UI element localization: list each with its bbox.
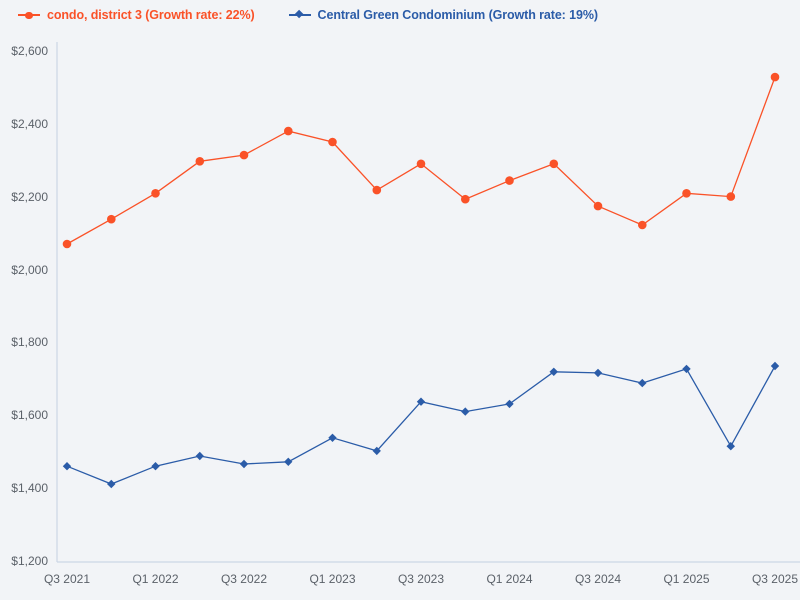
- data-point[interactable]: [726, 192, 736, 201]
- x-axis-tick-label: Q3 2025: [751, 572, 799, 586]
- data-point[interactable]: [328, 433, 337, 442]
- data-point[interactable]: [549, 367, 559, 376]
- x-axis-tick-label: Q1 2025: [663, 572, 710, 586]
- data-point[interactable]: [461, 407, 470, 416]
- x-axis-tick-label: Q1 2022: [132, 572, 179, 586]
- data-point[interactable]: [195, 451, 204, 461]
- data-point[interactable]: [151, 462, 160, 471]
- y-axis-tick-label: $2,200: [11, 189, 48, 204]
- legend-marker-diamond-icon: [288, 9, 311, 21]
- legend-item-1[interactable]: Central Green Condominium (Growth rate: …: [288, 8, 598, 22]
- data-point[interactable]: [284, 126, 293, 136]
- y-axis-tick-label: $1,600: [11, 408, 48, 423]
- data-point[interactable]: [195, 157, 205, 166]
- y-axis-tick-label: $1,400: [11, 481, 48, 496]
- data-point[interactable]: [770, 361, 780, 371]
- y-axis-tick-label: $1,800: [11, 335, 48, 350]
- legend-item-label: condo, district 3 (Growth rate: 22%): [47, 8, 255, 22]
- y-axis-tick-label: $2,400: [11, 116, 48, 131]
- data-point[interactable]: [770, 72, 780, 82]
- series-line: [66, 365, 776, 485]
- x-axis-tick-label: Q3 2023: [397, 572, 445, 586]
- y-axis-tick-label: $1,200: [11, 554, 48, 568]
- data-point[interactable]: [726, 442, 736, 451]
- data-point[interactable]: [593, 368, 603, 378]
- y-axis-tick-label: $2,000: [11, 262, 48, 277]
- chart-canvas: [56, 42, 800, 563]
- data-point[interactable]: [461, 194, 470, 204]
- data-point[interactable]: [107, 214, 116, 224]
- plot-area: $2,600 $2,400 $2,200 $2,000 $1,800 $1,600 $1,4…: [0, 30, 800, 600]
- data-point[interactable]: [62, 239, 72, 249]
- data-point[interactable]: [593, 201, 603, 211]
- y-axis-tick-label: $2,600: [11, 44, 48, 58]
- data-point[interactable]: [328, 137, 337, 147]
- data-point[interactable]: [372, 185, 382, 195]
- data-point[interactable]: [638, 378, 647, 388]
- chart-legend: condo, district 3 (Growth rate: 22%) Cent…: [0, 0, 800, 30]
- series-0: [62, 72, 780, 249]
- x-axis-tick-label: Q3 2022: [220, 572, 268, 586]
- legend-item-label: Central Green Condominium (Growth rate: …: [317, 8, 598, 22]
- data-point[interactable]: [549, 159, 559, 169]
- data-point[interactable]: [151, 189, 160, 198]
- x-axis-tick-label: Q1 2023: [309, 572, 356, 586]
- series-1: [62, 361, 780, 489]
- data-point[interactable]: [682, 364, 691, 374]
- data-point[interactable]: [416, 159, 426, 169]
- data-point[interactable]: [505, 399, 514, 409]
- data-point[interactable]: [372, 446, 381, 456]
- data-point[interactable]: [505, 176, 514, 185]
- x-axis-tick-label: Q1 2024: [486, 572, 533, 586]
- x-axis-tick-label: Q3 2024: [574, 572, 622, 586]
- legend-item-0[interactable]: condo, district 3 (Growth rate: 22%): [18, 8, 255, 22]
- x-axis-tick-label: Q3 2021: [43, 572, 91, 586]
- data-point[interactable]: [284, 457, 293, 466]
- data-point[interactable]: [107, 479, 116, 489]
- data-point[interactable]: [416, 397, 426, 406]
- data-point[interactable]: [638, 220, 647, 230]
- data-point[interactable]: [239, 459, 249, 469]
- data-point[interactable]: [62, 462, 72, 471]
- data-point[interactable]: [239, 150, 249, 160]
- legend-marker-circle-icon: [18, 9, 40, 21]
- data-point[interactable]: [682, 189, 691, 198]
